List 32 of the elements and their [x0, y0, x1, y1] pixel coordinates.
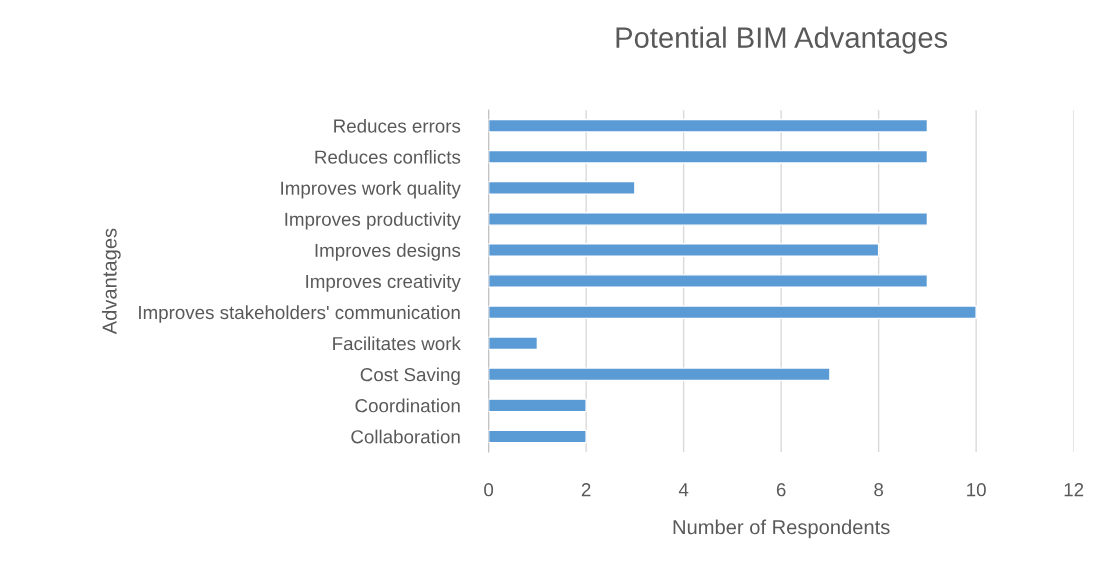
y-tick-label: Collaboration: [351, 429, 460, 444]
y-tick-label: Improves stakeholders' communication: [139, 305, 460, 323]
x-tick-label: 12: [1064, 483, 1084, 497]
bar: [488, 243, 880, 257]
y-tick-label: Reduces conflicts: [315, 149, 461, 164]
bar: [488, 274, 929, 288]
x-tick-label: 0: [484, 483, 494, 497]
bar: [488, 180, 636, 195]
x-tick-label: 4: [678, 483, 689, 497]
y-tick-label: Reduces errors: [334, 118, 461, 133]
y-tick-label: Improves productivity: [285, 212, 461, 230]
x-axis-title: Number of Respondents: [673, 519, 890, 539]
x-tick-label: 8: [874, 483, 884, 497]
y-tick-label: Improves creativity: [306, 274, 461, 292]
y-tick-label: Coordination: [355, 398, 460, 413]
bar: [488, 118, 929, 133]
bar: [488, 212, 929, 226]
bar: [488, 305, 977, 320]
y-tick-label: Cost Saving: [360, 367, 460, 385]
bar: [488, 336, 539, 351]
y-axis-title: Advantages: [101, 228, 121, 335]
y-tick-label: Facilitates work: [333, 336, 461, 351]
bar: [488, 429, 587, 444]
y-tick-label: Improves work quality: [281, 181, 461, 199]
bar: [488, 367, 831, 382]
x-tick-label: 2: [581, 483, 591, 497]
y-tick-label: Improves designs: [315, 243, 461, 261]
bar: [488, 149, 929, 164]
chart-title: Potential BIM Advantages: [616, 26, 948, 54]
x-tick-label: 6: [776, 483, 786, 497]
bar: [488, 398, 587, 413]
x-tick-label: 10: [967, 483, 986, 497]
